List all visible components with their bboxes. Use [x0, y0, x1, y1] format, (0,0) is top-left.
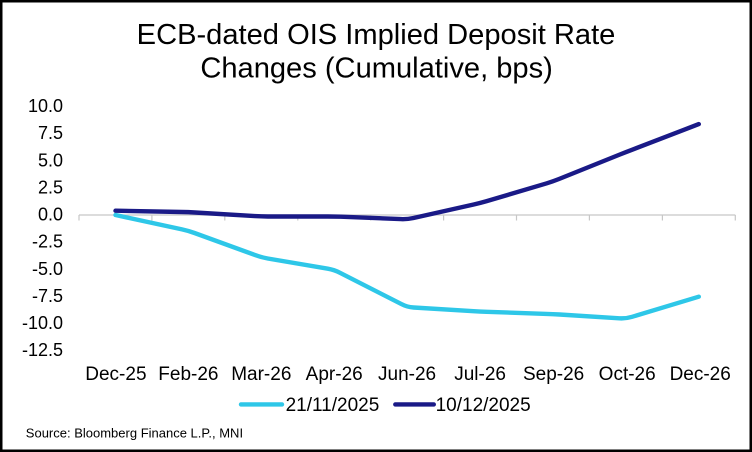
- svg-text:-10.0: -10.0: [22, 313, 63, 333]
- svg-text:ECB-dated OIS Implied Deposit: ECB-dated OIS Implied Deposit Rate: [137, 19, 616, 51]
- svg-text:-7.5: -7.5: [32, 286, 63, 306]
- svg-text:7.5: 7.5: [38, 123, 63, 143]
- svg-text:Feb-26: Feb-26: [158, 364, 218, 385]
- svg-text:Mar-26: Mar-26: [231, 364, 291, 385]
- svg-text:-2.5: -2.5: [32, 232, 63, 252]
- svg-text:Jun-26: Jun-26: [378, 364, 436, 385]
- svg-text:Sep-26: Sep-26: [523, 364, 584, 385]
- svg-text:Apr-26: Apr-26: [306, 364, 363, 385]
- svg-text:5.0: 5.0: [38, 150, 63, 170]
- svg-text:10/12/2025: 10/12/2025: [436, 395, 531, 416]
- svg-text:-5.0: -5.0: [32, 259, 63, 279]
- svg-text:Jul-26: Jul-26: [454, 364, 506, 385]
- svg-text:-12.5: -12.5: [22, 340, 63, 360]
- svg-text:2.5: 2.5: [38, 177, 63, 197]
- svg-text:Dec-25: Dec-25: [85, 364, 146, 385]
- svg-text:0.0: 0.0: [38, 205, 63, 225]
- svg-text:10.0: 10.0: [28, 96, 63, 116]
- svg-text:Dec-26: Dec-26: [670, 364, 731, 385]
- svg-text:Source: Bloomberg Finance L.P.: Source: Bloomberg Finance L.P., MNI: [26, 426, 243, 441]
- svg-text:21/11/2025: 21/11/2025: [286, 395, 380, 416]
- svg-text:Oct-26: Oct-26: [599, 364, 656, 385]
- svg-text:Changes (Cumulative, bps): Changes (Cumulative, bps): [200, 53, 553, 85]
